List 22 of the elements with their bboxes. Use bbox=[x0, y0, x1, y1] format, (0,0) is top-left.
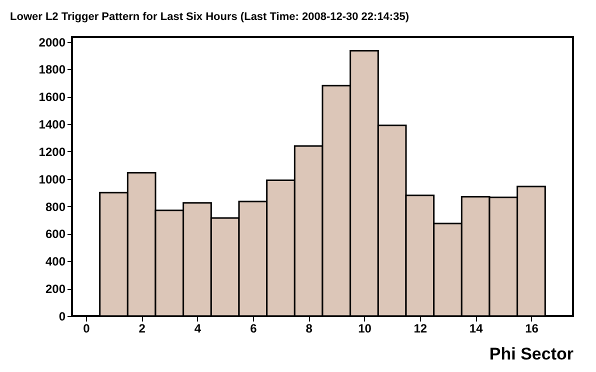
y-tick-label: 1600 bbox=[38, 90, 66, 104]
x-axis-title: Phi Sector bbox=[489, 344, 574, 364]
x-tick-label: 16 bbox=[525, 322, 539, 336]
y-tick-label: 600 bbox=[45, 227, 66, 242]
x-tick-label: 14 bbox=[469, 322, 484, 336]
y-tick-label: 200 bbox=[45, 282, 66, 296]
y-tick-label: 1000 bbox=[38, 172, 66, 186]
x-tick-label: 8 bbox=[306, 322, 313, 336]
x-tick-label: 10 bbox=[358, 322, 372, 336]
y-tick-label: 1800 bbox=[38, 62, 66, 77]
x-tick-label: 0 bbox=[83, 322, 90, 336]
y-tick-label: 400 bbox=[45, 254, 66, 269]
x-tick-label: 4 bbox=[194, 322, 202, 336]
chart-title: Lower L2 Trigger Pattern for Last Six Hours (Last Time: 2008-12-30 22:14:35) bbox=[10, 10, 410, 23]
y-tick-label: 0 bbox=[58, 310, 66, 324]
y-tick-label: 1200 bbox=[38, 144, 66, 159]
y-tick-label: 1400 bbox=[38, 118, 66, 132]
x-tick-label: 12 bbox=[414, 322, 428, 336]
y-tick-label: 800 bbox=[45, 200, 66, 214]
x-tick-label: 2 bbox=[138, 322, 146, 336]
y-tick-label: 2000 bbox=[38, 35, 66, 50]
x-tick-label: 6 bbox=[250, 322, 258, 336]
